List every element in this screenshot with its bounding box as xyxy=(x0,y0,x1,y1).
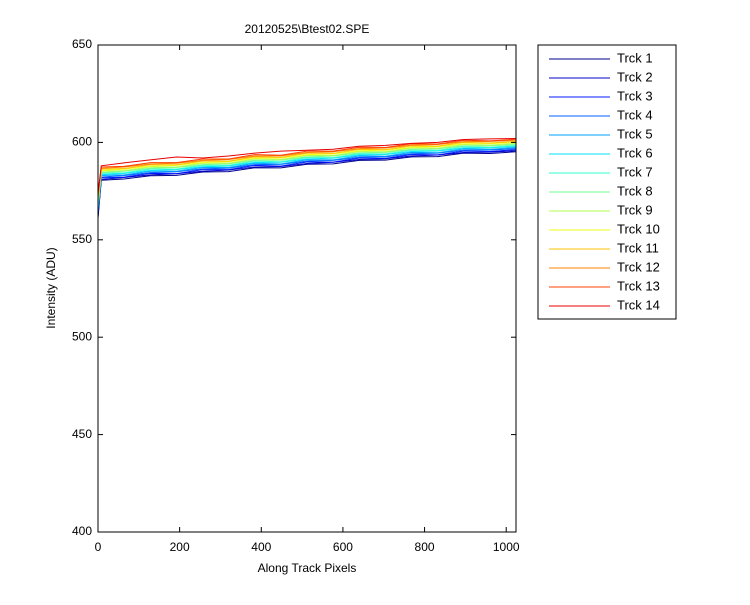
x-tick-label: 200 xyxy=(170,540,190,554)
series-line xyxy=(97,151,517,219)
ticks: 0 200 400 600 800 1000 400 450 500 550 600 650 xyxy=(72,37,520,554)
x-tick-label: 800 xyxy=(415,540,435,554)
legend: Trck 1 Trck 2 Trck 3 Trck 4 Trck 5 Trck 6 Trck… xyxy=(549,50,660,312)
series-line xyxy=(97,149,517,215)
legend-label: Trck 8 xyxy=(617,183,653,198)
y-tick-label: 650 xyxy=(72,37,92,51)
series-line xyxy=(97,139,517,197)
series-line xyxy=(97,146,517,211)
legend-label: Trck 6 xyxy=(617,145,653,160)
lines xyxy=(97,138,517,219)
series-line xyxy=(97,145,517,209)
series-line xyxy=(97,145,517,207)
legend-label: Trck 4 xyxy=(617,107,653,122)
series-line xyxy=(97,141,517,201)
legend-label: Trck 13 xyxy=(617,278,660,293)
x-tick-label: 600 xyxy=(333,540,353,554)
legend-label: Trck 2 xyxy=(617,69,653,84)
y-tick-label: 600 xyxy=(72,135,92,149)
legend-box xyxy=(537,44,677,320)
x-axis-label: Along Track Pixels xyxy=(258,561,357,575)
x-tick-label: 0 xyxy=(95,540,102,554)
series-line xyxy=(97,142,517,203)
legend-label: Trck 14 xyxy=(617,297,660,312)
legend-label: Trck 5 xyxy=(617,126,653,141)
y-tick-label: 550 xyxy=(72,232,92,246)
series-line xyxy=(97,138,517,194)
plot-frame xyxy=(97,44,517,533)
y-axis-label: Intensity (ADU) xyxy=(44,247,58,328)
series-line xyxy=(97,148,517,213)
y-tick-label: 500 xyxy=(72,329,92,343)
legend-label: Trck 11 xyxy=(617,240,659,255)
legend-label: Trck 9 xyxy=(617,202,653,217)
legend-label: Trck 7 xyxy=(617,164,653,179)
legend-label: Trck 1 xyxy=(617,50,653,65)
series-line xyxy=(97,144,517,205)
x-tick-label: 1000 xyxy=(493,540,520,554)
chart-title: 20120525\Btest02.SPE xyxy=(245,22,370,36)
series-line xyxy=(97,140,517,199)
y-tick-label: 450 xyxy=(72,427,92,441)
series-line xyxy=(97,138,517,196)
legend-label: Trck 3 xyxy=(617,88,653,103)
y-tick-label: 400 xyxy=(72,524,92,538)
legend-label: Trck 12 xyxy=(617,259,660,274)
x-tick-label: 400 xyxy=(251,540,271,554)
legend-label: Trck 10 xyxy=(617,221,660,236)
plot-area xyxy=(98,45,516,532)
